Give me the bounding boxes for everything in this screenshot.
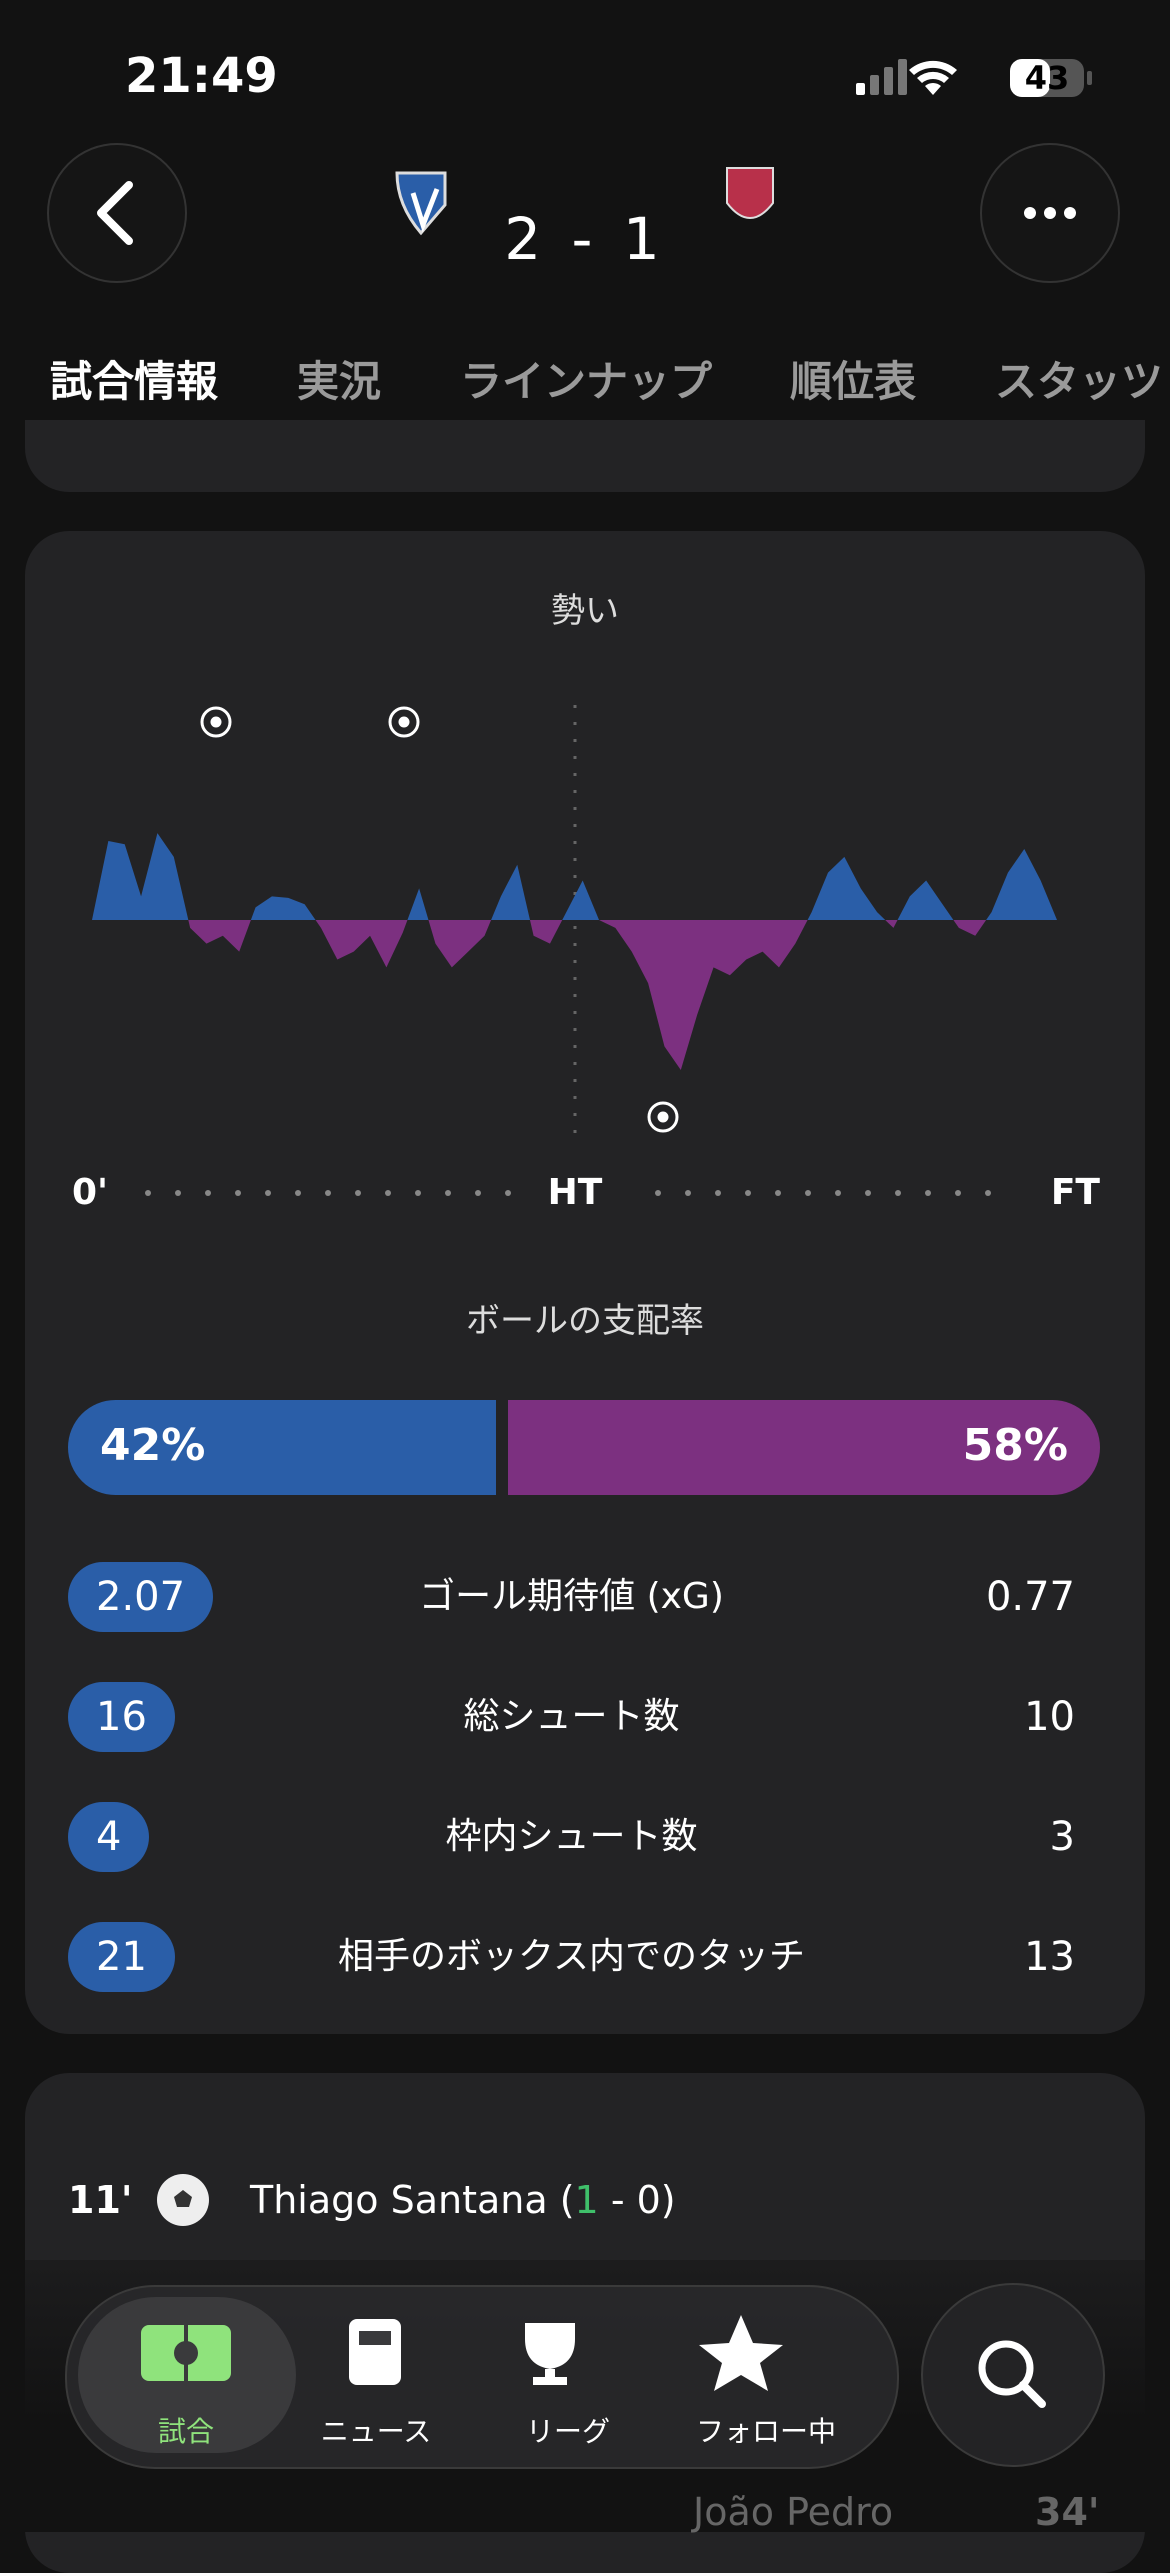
header-icons <box>47 143 1120 283</box>
stat-away: 13 <box>1024 1934 1075 1980</box>
stat-away: 0.77 <box>985 1574 1075 1620</box>
event-score-rest: - 0) <box>598 2178 676 2222</box>
momentum-title: 勢い <box>551 591 619 631</box>
stat-label: 相手のボックス内でのタッチ <box>338 1936 805 1977</box>
stat-away: 10 <box>1024 1694 1075 1740</box>
goal-icons <box>200 706 679 1133</box>
back-button[interactable] <box>47 143 187 283</box>
event-minute: 11' <box>68 2178 133 2222</box>
stat-label: ゴール期待値 (xG) <box>419 1576 724 1617</box>
stat-away: 3 <box>1049 1814 1075 1860</box>
stats-card <box>25 531 1145 2034</box>
stat-home: 4 <box>68 1802 150 1872</box>
search-button[interactable] <box>920 2282 1106 2468</box>
momentum-chart <box>92 705 1057 1196</box>
nav-icons <box>141 2315 783 2391</box>
possession-title: ボールの支配率 <box>466 1301 704 1341</box>
tab[interactable]: 試合情報 <box>50 357 219 406</box>
tab[interactable]: 実況 <box>297 357 382 406</box>
axis-label: HT <box>547 1172 603 1213</box>
nav-label[interactable]: ニュース <box>320 2415 432 2448</box>
event-score-open: ( <box>547 2178 575 2222</box>
event-text: Thiago Santana (1 - 0) <box>250 2178 676 2222</box>
status-time: 21:49 <box>125 48 278 104</box>
behind-minute: 34' <box>1035 2490 1100 2534</box>
possession-home-label: 42% <box>100 1420 206 1471</box>
stat-home: 2.07 <box>68 1562 214 1632</box>
tab[interactable]: スタッツ <box>995 357 1164 406</box>
possession-bar: 42% 58% <box>68 1400 1100 1495</box>
event-player: Thiago Santana <box>250 2178 548 2222</box>
stat-row: 枠内シュート数 4 3 <box>68 1802 1075 1872</box>
stat-row: ゴール期待値 (xG) 2.07 0.77 <box>68 1562 1075 1632</box>
axis-dots <box>145 1190 991 1196</box>
status-icons <box>856 59 1092 97</box>
stat-row: 相手のボックス内でのタッチ 21 13 <box>68 1922 1075 1992</box>
tab[interactable]: ラインナップ <box>460 357 713 406</box>
stat-home: 21 <box>68 1922 175 1992</box>
nav-label[interactable]: 試合 <box>157 2415 214 2448</box>
possession-home: 42% <box>68 1400 497 1495</box>
behind-player: João Pedro <box>693 2490 894 2534</box>
stat-row: 総シュート数 16 10 <box>68 1682 1075 1752</box>
stat-label: 枠内シュート数 <box>445 1816 698 1857</box>
battery-level: 43 <box>1024 59 1070 97</box>
axis-label: FT <box>1050 1172 1100 1213</box>
stat-home: 16 <box>68 1682 175 1752</box>
momentum-area <box>92 833 1057 1070</box>
score: 2 - 1 <box>504 205 666 273</box>
axis-label: 0' <box>72 1172 109 1213</box>
event-score-home: 1 <box>574 2178 599 2222</box>
nav-label[interactable]: リーグ <box>525 2415 610 2448</box>
stat-label: 総シュート数 <box>463 1696 680 1737</box>
possession-away: 58% <box>508 1400 1100 1495</box>
tab[interactable]: 順位表 <box>790 357 917 406</box>
top-card <box>25 420 1145 492</box>
nav-label[interactable]: フォロー中 <box>695 2415 836 2448</box>
possession-away-label: 58% <box>962 1420 1068 1471</box>
ball-icon <box>157 2174 209 2226</box>
